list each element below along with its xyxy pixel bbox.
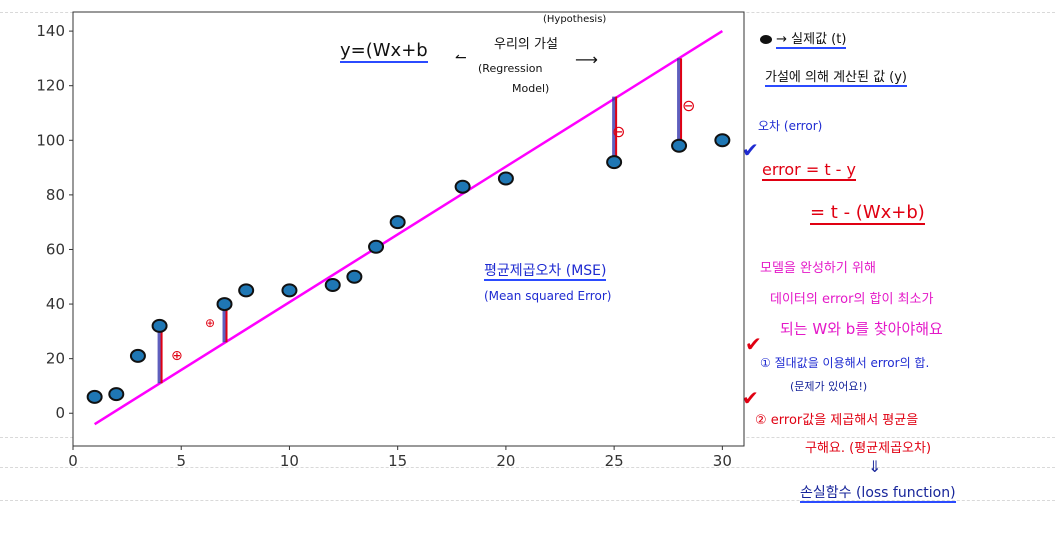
predicted-value-legend: 가설에 의해 계산된 값 (y): [765, 70, 908, 87]
regression-line: [93, 30, 724, 426]
x-tick-label: 10: [280, 452, 299, 470]
plus-sign: ⊕: [171, 348, 183, 364]
data-point: [454, 179, 471, 194]
data-point: [497, 171, 514, 186]
y-tick-label: 40: [46, 295, 65, 313]
data-point: [324, 277, 341, 292]
error-formula2-note: = t - (Wx+b): [810, 202, 925, 225]
data-point: [671, 138, 688, 153]
data-point: [151, 318, 168, 333]
mse-en-note: (Mean squared Error): [484, 289, 612, 303]
mse-ko-note: 평균제곱오차 (MSE): [484, 263, 607, 281]
data-point: [108, 387, 125, 402]
error-formula-note: error = t - y: [762, 160, 856, 181]
data-point: [238, 283, 255, 298]
hypothesis-note: 우리의 가설: [494, 37, 558, 52]
step2-note: ② error값을 제곱해서 평균을: [755, 413, 919, 428]
y-tick-label: 60: [46, 240, 65, 258]
x-tick-label: 25: [605, 452, 624, 470]
data-point: [606, 155, 623, 170]
formula-note: y=(Wx+b: [340, 40, 428, 63]
x-tick-label: 5: [176, 452, 186, 470]
y-tick-label: 80: [46, 186, 65, 204]
check-icon: ✔: [742, 138, 759, 162]
step1-note: ① 절대값을 이용해서 error의 합.: [760, 356, 930, 370]
x-tick-label: 0: [68, 452, 78, 470]
page-ruled-line: [0, 467, 1055, 468]
goal-line-2: 데이터의 error의 합이 최소가: [770, 292, 934, 307]
goal-line-1: 모델을 완성하기 위해: [760, 261, 876, 276]
minus-sign: ⊖: [612, 122, 626, 141]
step1-remark: (문제가 있어요!): [790, 380, 868, 393]
data-point: [86, 389, 103, 404]
x-tick-label: 15: [388, 452, 407, 470]
data-point: [216, 297, 233, 312]
y-tick-label: 100: [36, 131, 65, 149]
plus-sign: ⊕: [205, 316, 216, 330]
regression-note: (Regression: [478, 62, 543, 75]
error-label-note: 오차 (error): [758, 119, 823, 133]
loss-function-note: 손실함수 (loss function): [800, 485, 956, 503]
data-point: [129, 348, 146, 363]
real-point-icon: [760, 35, 772, 44]
step2b-note: 구해요. (평균제곱오차): [805, 441, 932, 456]
hypothesis-en-note: (Hypothesis): [543, 14, 607, 25]
y-tick-label: 20: [46, 350, 65, 368]
y-tick-label: 0: [55, 404, 65, 422]
real-value-legend: → 실제값 (t): [760, 28, 847, 49]
arrow-left-glyph: ↼: [455, 50, 467, 66]
plot-area: [72, 11, 745, 447]
check-icon: ✔: [745, 332, 762, 356]
check-icon: ✔: [742, 386, 759, 410]
arrow-right-glyph: ⟶: [575, 50, 598, 69]
data-point: [281, 283, 298, 298]
goal-line-3: 되는 W와 b를 찾아야해요: [780, 320, 943, 338]
data-point: [389, 215, 406, 230]
x-tick-label: 30: [713, 452, 732, 470]
data-point: [714, 133, 731, 148]
minus-sign: ⊖: [682, 96, 696, 115]
model-note: Model): [512, 82, 550, 95]
data-point: [346, 269, 363, 284]
y-tick-label: 120: [36, 77, 65, 95]
y-tick-label: 140: [36, 22, 65, 40]
data-point: [368, 239, 385, 254]
page-ruled-line: [0, 500, 1055, 501]
x-tick-label: 20: [496, 452, 515, 470]
down-arrow-icon: ⇓: [868, 457, 882, 476]
